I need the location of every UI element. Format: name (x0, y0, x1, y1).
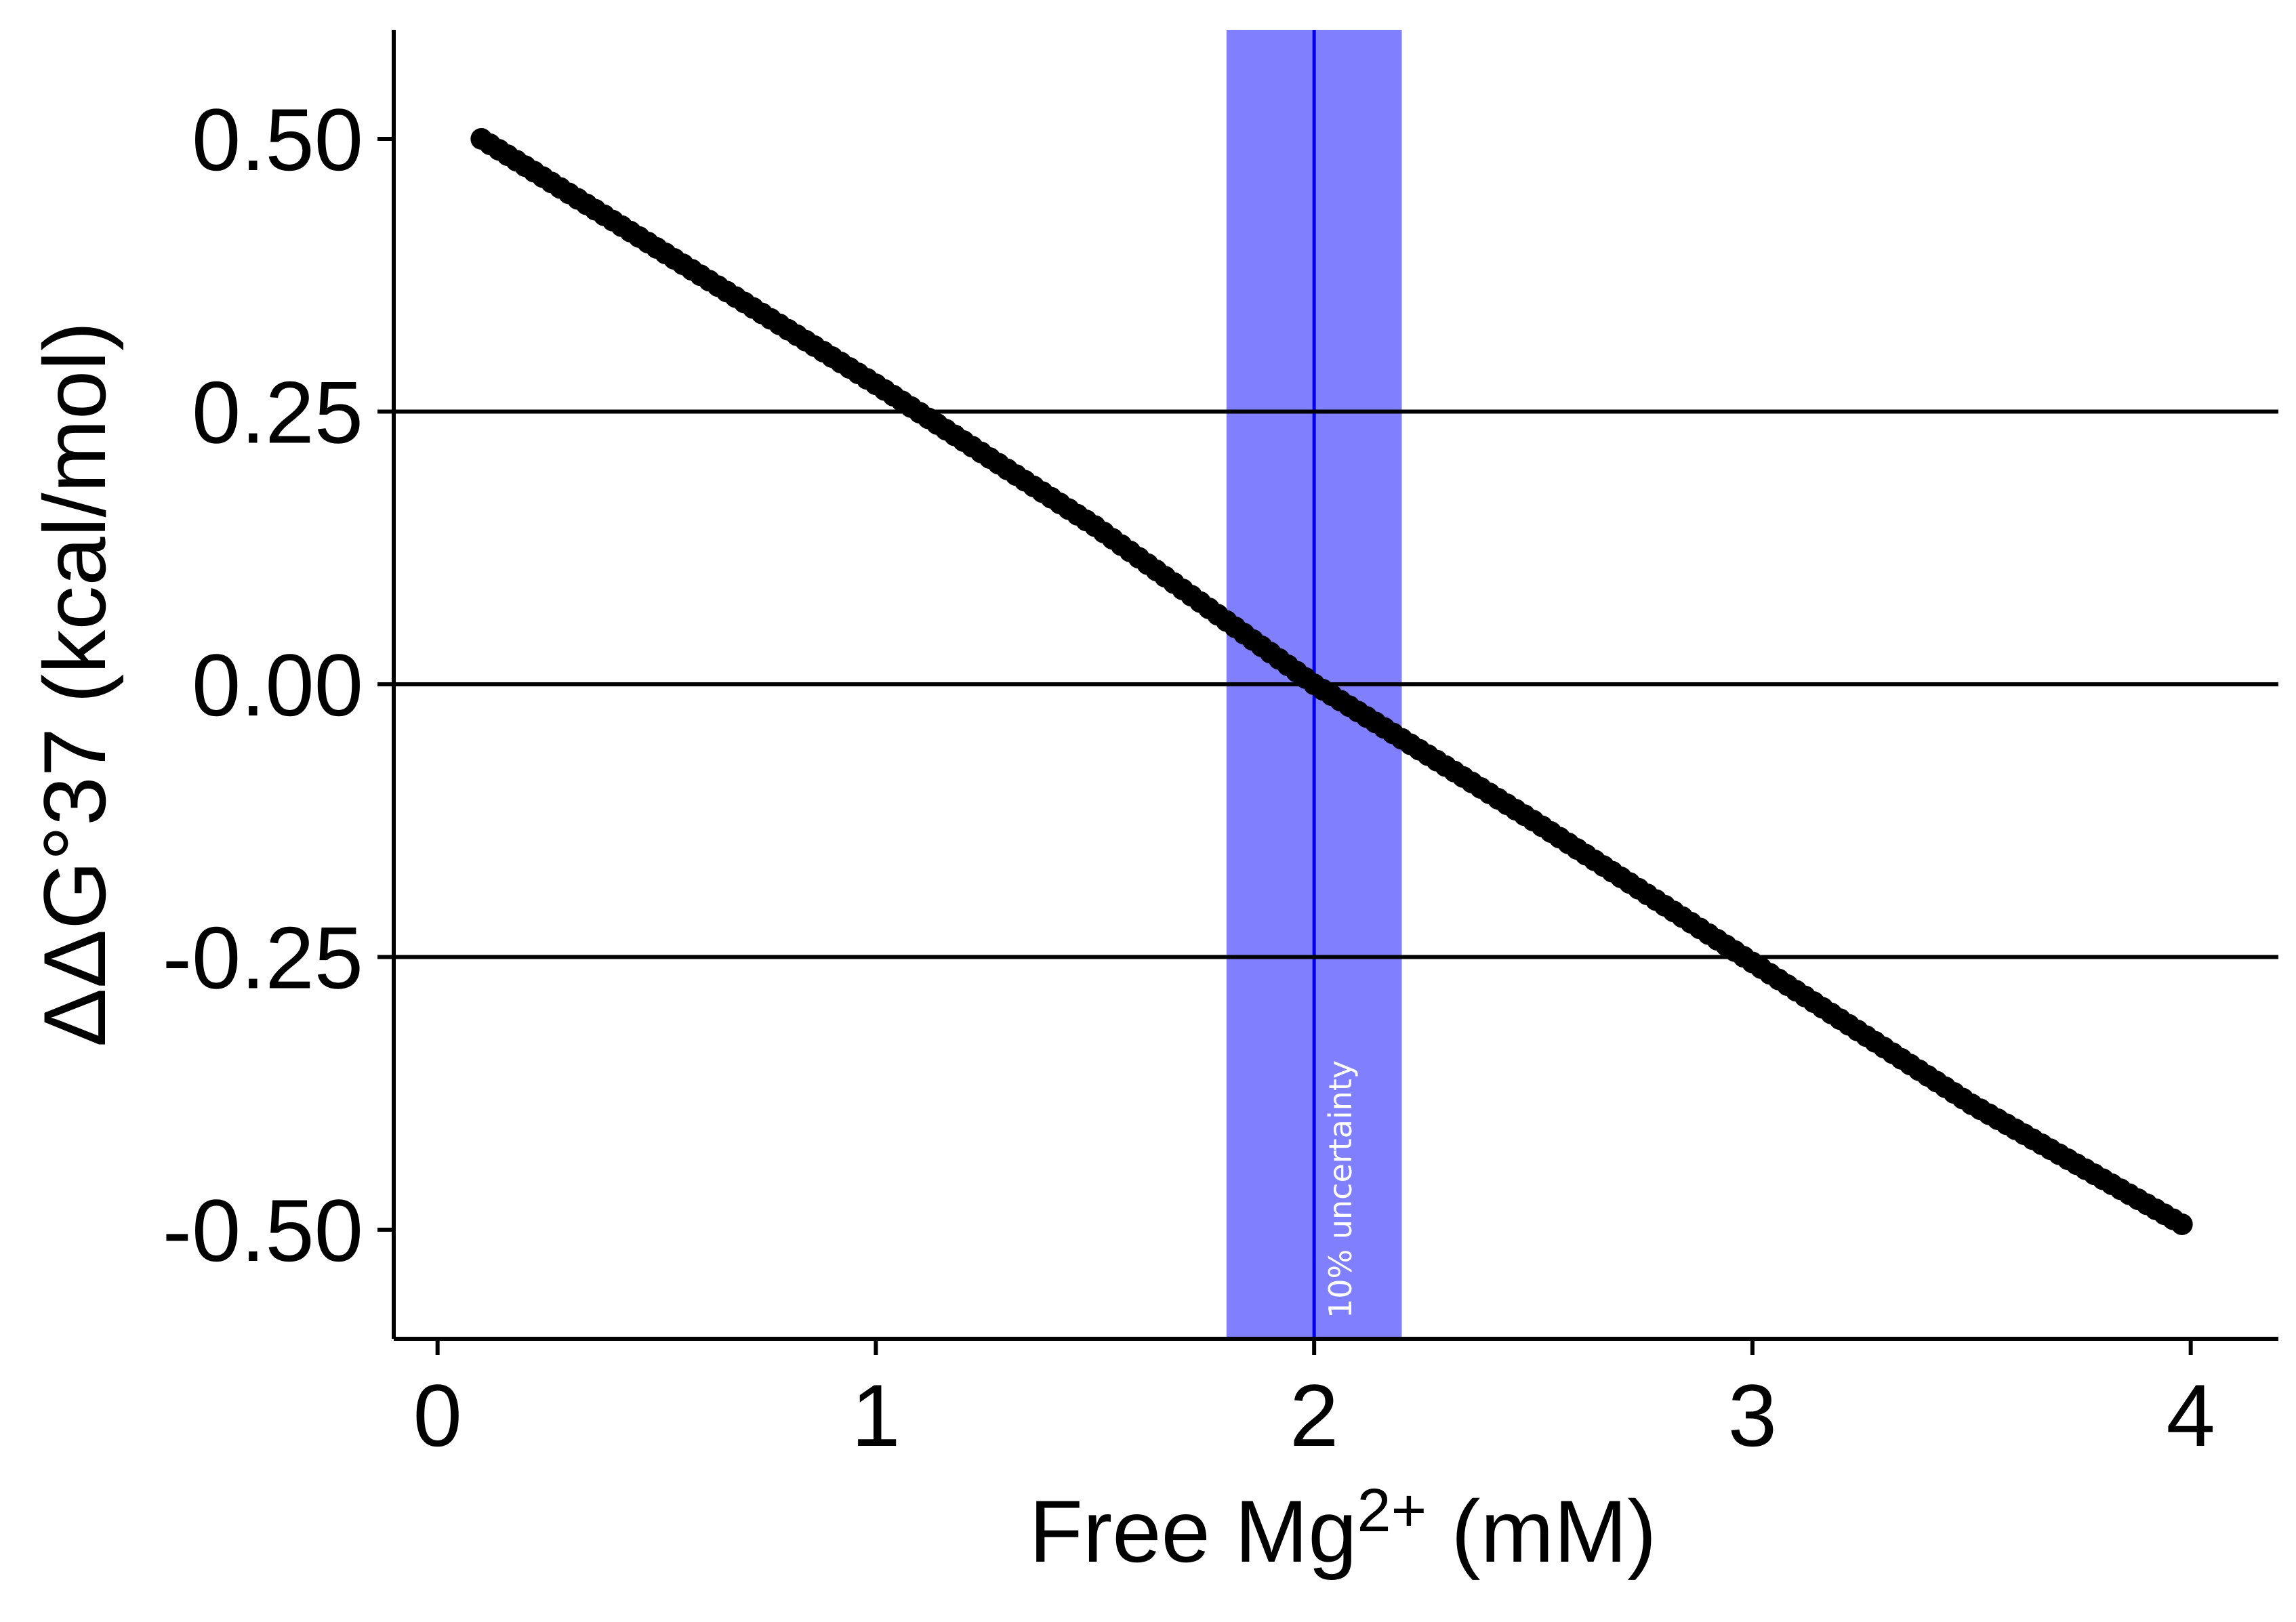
y-tick-label: 0.25 (192, 363, 363, 462)
y-tick-label: 0.50 (192, 90, 363, 189)
y-tick-label: -0.50 (163, 1181, 363, 1280)
data-point (2171, 1213, 2193, 1235)
y-tick-label: 0.00 (192, 636, 363, 734)
reference-lines-layer (394, 409, 2278, 959)
x-tick-label: 4 (2166, 1366, 2215, 1465)
y-axis-title: ΔΔG°37 (kcal/mol) (25, 322, 124, 1047)
x-tick-label: 3 (1728, 1366, 1777, 1465)
ticks-layer: 0.50 0.25 0.00 -0.25 -0.50 0 1 2 3 4 (163, 90, 2215, 1465)
band-label: 10% uncertainty (1322, 1060, 1359, 1318)
x-tick-label: 1 (851, 1366, 900, 1465)
x-tick-label: 0 (413, 1366, 462, 1465)
x-tick-label: 2 (1290, 1366, 1338, 1465)
x-axis-title: Free Mg2+ (mM) (1029, 1477, 1657, 1581)
y-tick-label: -0.25 (163, 909, 363, 1007)
labels-layer: Free Mg2+ (mM) ΔΔG°37 (kcal/mol) (25, 322, 1656, 1581)
data-points-layer (470, 128, 2193, 1235)
